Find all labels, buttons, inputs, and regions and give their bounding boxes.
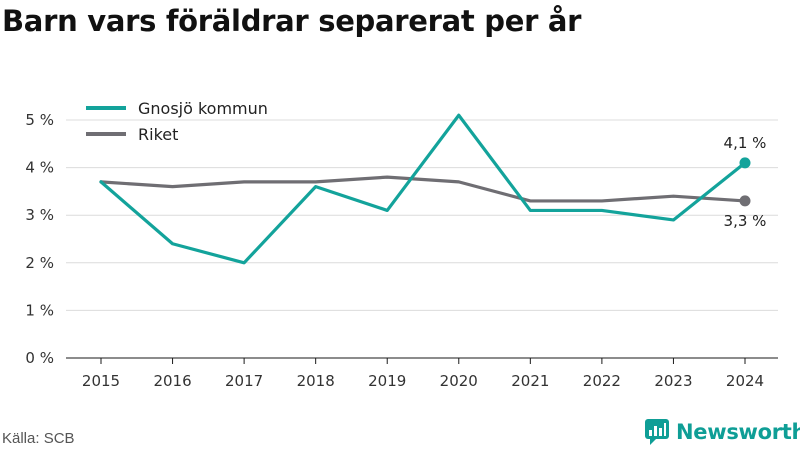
x-tick-label: 2022 bbox=[583, 372, 621, 390]
line-chart: 0 % 1 % 2 % 3 % 4 % 5 % 2015 2016 2017 2018 2019 20… bbox=[25, 99, 778, 390]
y-tick-label: 1 % bbox=[25, 301, 54, 319]
chart-title: Barn vars föräldrar separerat per år bbox=[2, 4, 582, 38]
series-line-riket bbox=[99, 175, 747, 203]
newsworthy-chart-icon bbox=[645, 419, 669, 445]
end-label-riket: 3,3 % bbox=[724, 212, 767, 230]
y-tick-label: 2 % bbox=[25, 254, 54, 272]
x-tick-label: 2020 bbox=[440, 372, 478, 390]
x-tick-label: 2024 bbox=[726, 372, 764, 390]
x-tick-label: 2015 bbox=[82, 372, 120, 390]
x-tick-label: 2016 bbox=[153, 372, 191, 390]
legend-label: Gnosjö kommun bbox=[138, 99, 268, 118]
x-tick-label: 2023 bbox=[654, 372, 692, 390]
y-tick-label: 3 % bbox=[25, 206, 54, 224]
y-tick-label: 4 % bbox=[25, 159, 54, 177]
x-tick-label: 2019 bbox=[368, 372, 406, 390]
x-tick-label: 2018 bbox=[297, 372, 335, 390]
end-point-gnosjo bbox=[739, 157, 751, 169]
end-label-gnosjo: 4,1 % bbox=[724, 134, 767, 152]
y-tick-label: 5 % bbox=[25, 111, 54, 129]
source-note: Källa: SCB bbox=[2, 430, 75, 447]
y-tick-label: 0 % bbox=[25, 349, 54, 367]
brand-name: Newsworthy bbox=[676, 420, 800, 444]
end-point-riket bbox=[739, 195, 751, 207]
legend-label: Riket bbox=[138, 125, 178, 144]
x-tick-label: 2021 bbox=[511, 372, 549, 390]
brand-logo: Newsworthy bbox=[644, 418, 800, 446]
series-line-gnosjo bbox=[99, 113, 747, 265]
x-tick-label: 2017 bbox=[225, 372, 263, 390]
